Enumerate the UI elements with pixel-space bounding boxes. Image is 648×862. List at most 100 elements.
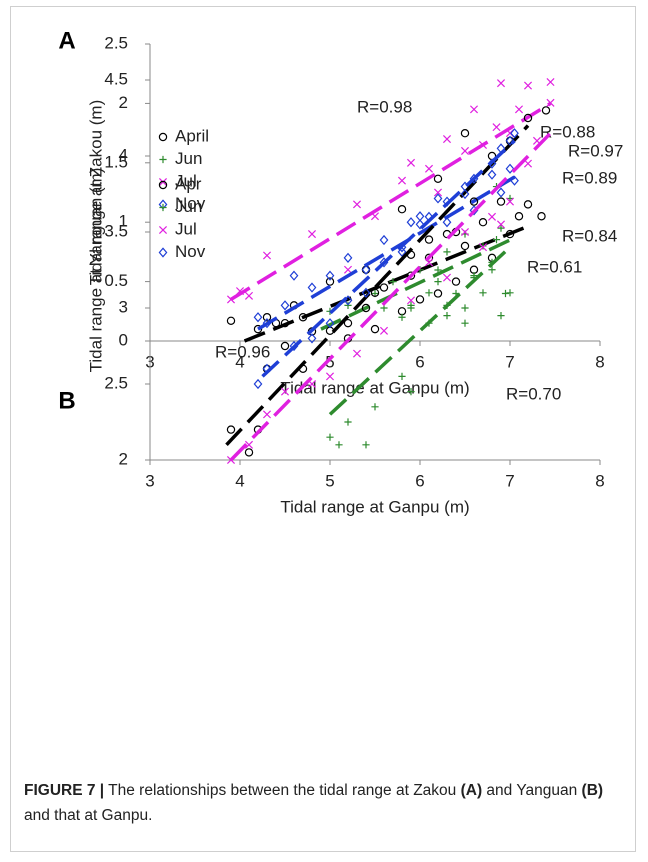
- caption-text: and Yanguan: [482, 782, 582, 799]
- point: [505, 135, 515, 146]
- point: [343, 265, 353, 274]
- point: [487, 253, 497, 263]
- caption-text: (B): [581, 782, 604, 799]
- point: [335, 441, 343, 449]
- y-tick-label: 4.5: [104, 69, 128, 88]
- x-tick-label: 4: [235, 352, 244, 371]
- point: [362, 441, 370, 449]
- point: [361, 287, 371, 298]
- point: [424, 235, 434, 244]
- point: [510, 128, 519, 139]
- annotation: R=0.84: [562, 226, 617, 245]
- point: [479, 242, 487, 250]
- point: [344, 418, 352, 426]
- y-axis-title: Tidal range at Yanguan (m): [86, 168, 105, 373]
- x-tick-label: 5: [325, 471, 334, 490]
- point: [487, 151, 497, 161]
- annotation: R=0.96: [215, 342, 270, 361]
- point: [262, 313, 272, 322]
- point: [307, 282, 317, 293]
- point: [451, 227, 461, 237]
- point: [487, 212, 497, 221]
- point: [546, 98, 555, 107]
- legend-marker: [159, 155, 167, 164]
- point: [415, 295, 425, 304]
- point: [523, 200, 533, 209]
- point: [523, 159, 533, 168]
- point: [442, 273, 452, 282]
- fit-line: [320, 238, 511, 331]
- x-tick-label: 3: [145, 471, 154, 490]
- point: [443, 248, 451, 256]
- point: [406, 158, 416, 167]
- annotation: R=0.61: [527, 257, 582, 276]
- point: [541, 106, 551, 115]
- point: [244, 440, 254, 449]
- point: [442, 217, 452, 228]
- point: [379, 234, 389, 246]
- point: [469, 197, 479, 206]
- point: [461, 319, 469, 327]
- legend-label: Nov: [175, 242, 206, 261]
- legend-label: Nov: [175, 194, 206, 213]
- y-tick-label: 0.5: [104, 271, 128, 290]
- point: [451, 277, 461, 286]
- point: [492, 123, 501, 132]
- legend-label: April: [175, 126, 209, 145]
- legend-marker: [159, 203, 167, 212]
- point: [379, 283, 389, 292]
- caption-text: (A): [460, 782, 483, 799]
- legend-marker: [158, 247, 168, 258]
- point: [325, 277, 335, 286]
- figure-frame: [10, 6, 636, 852]
- x-tick-label: 8: [595, 471, 604, 490]
- point: [307, 333, 317, 344]
- point: [370, 324, 380, 334]
- legend-marker: [158, 180, 168, 190]
- point: [433, 174, 443, 183]
- point: [460, 146, 470, 155]
- point: [514, 105, 524, 114]
- point: [496, 220, 506, 229]
- point: [460, 227, 470, 237]
- x-tick-label: 6: [415, 471, 424, 490]
- point: [433, 193, 443, 204]
- point: [469, 105, 479, 114]
- y-tick-label: 2: [119, 449, 128, 468]
- fit-line: [257, 175, 516, 331]
- point: [226, 425, 236, 434]
- point: [361, 303, 371, 313]
- annotation: R=0.97: [568, 141, 623, 160]
- point: [478, 218, 488, 227]
- point: [244, 291, 254, 300]
- y-tick-label: 3: [119, 297, 128, 316]
- point: [505, 163, 515, 174]
- x-axis-title: Tidal range at Ganpu (m): [280, 378, 469, 397]
- legend-marker: [158, 225, 168, 235]
- point: [253, 312, 263, 323]
- point: [496, 197, 506, 206]
- legend-marker: [158, 132, 168, 142]
- point: [496, 187, 506, 198]
- point: [469, 265, 479, 274]
- point: [397, 205, 407, 214]
- legend-label: Jul: [175, 219, 197, 238]
- point: [397, 307, 407, 316]
- point: [253, 324, 263, 334]
- y-tick-label: 2: [119, 93, 128, 112]
- point: [442, 135, 452, 144]
- legend-label: Apr: [175, 174, 202, 193]
- point: [406, 296, 416, 305]
- point: [546, 77, 555, 87]
- point: [280, 341, 290, 351]
- point: [262, 251, 272, 260]
- annotation: R=0.89: [562, 168, 617, 187]
- point: [370, 288, 380, 297]
- point: [443, 312, 451, 320]
- fit-line: [328, 245, 512, 416]
- point: [326, 433, 334, 441]
- point: [325, 318, 335, 329]
- point: [460, 129, 470, 138]
- x-tick-label: 6: [415, 352, 424, 371]
- point: [352, 349, 362, 358]
